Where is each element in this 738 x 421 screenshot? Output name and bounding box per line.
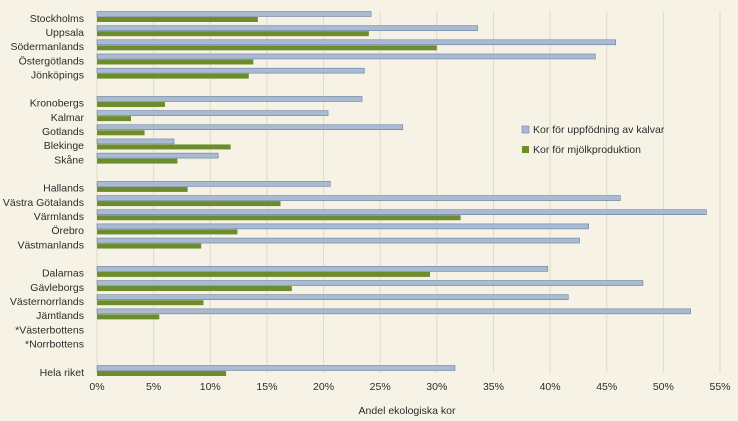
bar-calves-jonkopings <box>96 67 365 74</box>
category-label-blekinge: Blekinge <box>44 140 84 152</box>
category-label-skane: Skåne <box>54 154 84 166</box>
x-tick-label: 55% <box>709 381 730 393</box>
bar-calves-uppsala <box>96 25 478 31</box>
category-label-kalmar: Kalmar <box>51 112 85 124</box>
x-tick-label: 20% <box>313 381 334 393</box>
category-label-uppsala: Uppsala <box>45 27 84 39</box>
bars <box>96 11 707 376</box>
bar-calves-kalmar <box>96 110 329 116</box>
category-label-dalarnas: Dalarnas <box>42 268 84 280</box>
bar-milk-hallands <box>97 186 188 192</box>
bar-milk-kronobergs <box>97 101 165 107</box>
bar-calves-stockholms <box>96 11 372 17</box>
category-label-kronobergs: Kronobergs <box>30 98 84 110</box>
bar-milk-orebro <box>97 229 238 235</box>
category-label-jonkopings: Jönköpings <box>31 69 84 81</box>
bar-calves-vastra-gotalands <box>96 195 621 201</box>
bar-calves-skane <box>96 152 219 159</box>
bar-milk-vastmanlands <box>97 243 202 249</box>
category-label-orebro: Örebro <box>51 225 84 237</box>
x-tick-label: 30% <box>426 381 447 393</box>
bar-calves-blekinge <box>96 138 175 145</box>
bar-milk-kalmar <box>97 116 131 122</box>
category-label-ostergotlands: Östergötlands <box>19 55 84 67</box>
x-tick-label: 50% <box>653 381 674 393</box>
bar-calves-kronobergs <box>96 96 363 102</box>
bar-milk-hela-riket <box>97 371 227 376</box>
legend-swatch-milk <box>522 146 529 153</box>
bar-calves-varmlands <box>96 209 707 215</box>
bar-milk-skane <box>97 158 178 164</box>
bar-milk-vasternorrlands <box>97 300 204 306</box>
x-tick-label: 5% <box>146 381 161 393</box>
bar-milk-dalarnas <box>97 271 431 277</box>
category-label-varmlands: Värmlands <box>34 211 84 223</box>
category-label-vasternorrlands: Västernorrlands <box>10 296 84 308</box>
bar-milk-gavleborgs <box>97 286 292 292</box>
bar-calves-vastmanlands <box>96 237 580 244</box>
category-label-hela-riket: Hela riket <box>40 367 84 379</box>
x-tick-label: 15% <box>256 381 277 393</box>
category-label-hallands: Hallands <box>43 183 84 195</box>
x-axis-label: Andel ekologiska kor <box>359 405 456 417</box>
bar-calves-vasternorrlands <box>96 294 569 300</box>
legend: Kor för uppfödning av kalvar Kor för mjö… <box>521 124 665 156</box>
category-label-vastra-gotalands: Västra Götalands <box>3 197 84 209</box>
bar-milk-gotlands <box>97 130 145 136</box>
bar-calves-jamtlands <box>96 308 691 315</box>
category-label-gavleborgs: Gävleborgs <box>30 282 84 294</box>
legend-label-calves: Kor för uppfödning av kalvar <box>533 124 665 136</box>
bar-milk-varmlands <box>97 215 461 221</box>
bar-milk-jonkopings <box>97 73 249 79</box>
bar-milk-stockholms <box>97 17 258 22</box>
bar-milk-sodermanlands <box>97 45 437 51</box>
grid-lines <box>96 11 721 373</box>
bar-calves-sodermanlands <box>96 39 617 46</box>
category-labels: Stockholms Uppsala Södermanlands Östergötla… <box>3 13 85 379</box>
bar-calves-gotlands <box>96 124 404 131</box>
x-tick-label: 25% <box>370 381 391 393</box>
bar-calves-hela-riket <box>96 365 456 371</box>
category-label-norrbottens: *Norrbottens <box>25 338 84 350</box>
bar-milk-vastra-gotalands <box>97 201 281 207</box>
bar-milk-ostergotlands <box>97 59 254 65</box>
x-tick-label: 35% <box>483 381 504 393</box>
category-label-stockholms: Stockholms <box>30 13 84 25</box>
bar-calves-gavleborgs <box>96 280 644 286</box>
bar-calves-dalarnas <box>96 266 549 272</box>
x-tick-label: 40% <box>540 381 561 393</box>
category-label-vastmanlands: Västmanlands <box>17 239 84 251</box>
bar-milk-jamtlands <box>97 314 160 320</box>
category-label-sodermanlands: Södermanlands <box>10 41 84 53</box>
x-tick-labels: 0% 5% 10% 15% 20% 25% 30% 35% 40% 45% 50% 55% <box>89 381 730 393</box>
bar-calves-hallands <box>96 181 331 187</box>
bar-milk-blekinge <box>97 144 231 150</box>
legend-label-milk: Kor för mjölkproduktion <box>533 144 641 156</box>
legend-swatch-calves <box>521 125 530 134</box>
x-tick-label: 45% <box>596 381 617 393</box>
bar-calves-ostergotlands <box>96 53 596 60</box>
x-tick-label: 10% <box>200 381 221 393</box>
category-label-vasterbottens: *Västerbottens <box>15 324 84 336</box>
x-tick-label: 0% <box>89 381 104 393</box>
category-label-jamtlands: Jämtlands <box>36 310 84 322</box>
category-label-gotlands: Gotlands <box>42 126 84 138</box>
bar-milk-uppsala <box>97 31 369 37</box>
bar-calves-orebro <box>96 223 589 230</box>
